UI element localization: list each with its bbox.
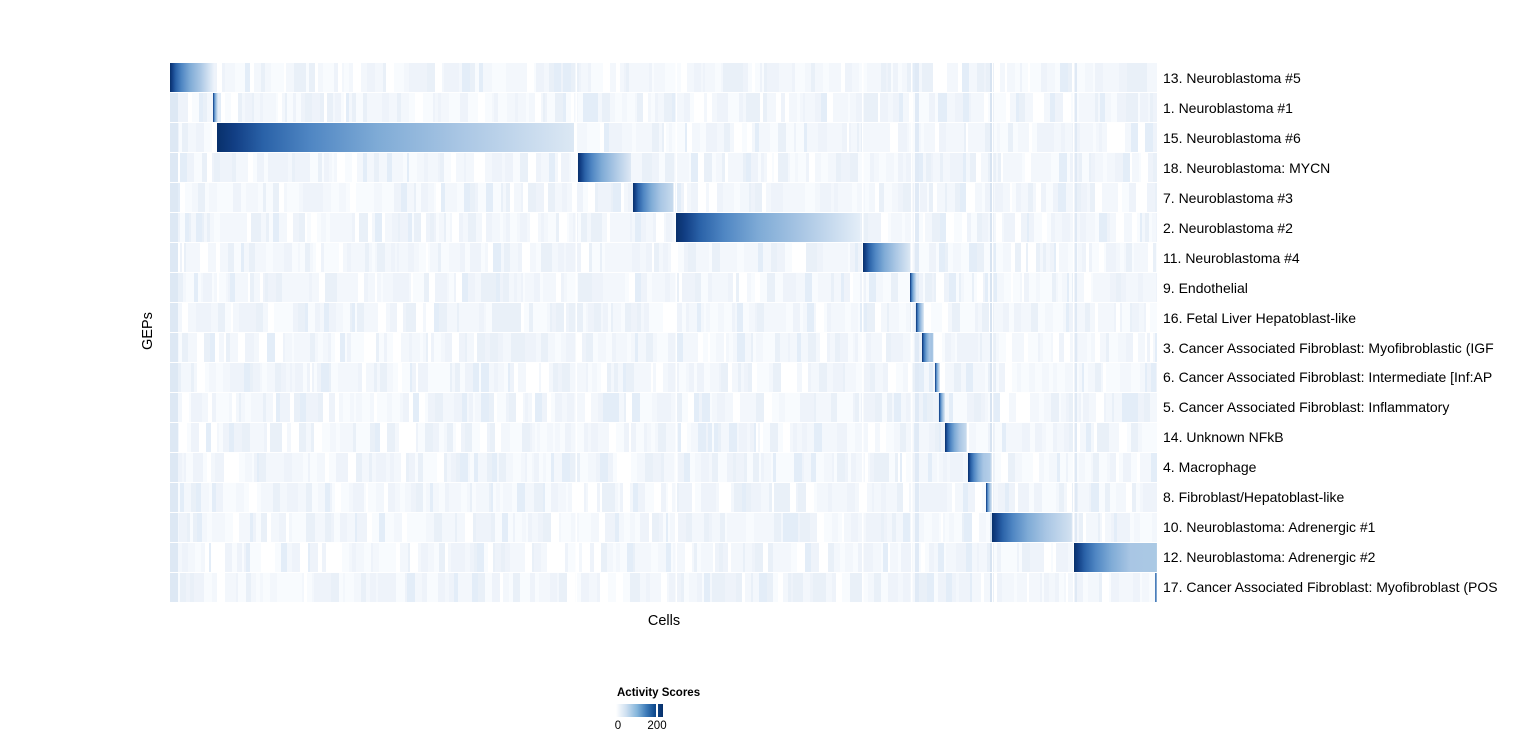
heatmap-row xyxy=(170,213,1157,243)
row-label: 18. Neuroblastoma: MYCN xyxy=(1163,159,1331,176)
row-label: 2. Neuroblastoma #2 xyxy=(1163,219,1293,236)
row-label: 15. Neuroblastoma #6 xyxy=(1163,129,1301,146)
row-label: 6. Cancer Associated Fibroblast: Interme… xyxy=(1163,369,1493,386)
heatmap-row xyxy=(170,303,1157,333)
colorbar-legend: Activity Scores 0 200 xyxy=(614,687,756,734)
heatmap-row xyxy=(170,543,1157,573)
row-label: 13. Neuroblastoma #5 xyxy=(1163,70,1301,86)
row-label: 7. Neuroblastoma #3 xyxy=(1163,189,1293,206)
heatmap-row xyxy=(170,393,1157,423)
row-label: 8. Fibroblast/Hepatoblast-like xyxy=(1163,489,1345,506)
heatmap-row xyxy=(170,333,1157,363)
row-label: 16. Fetal Liver Hepatoblast-like xyxy=(1163,309,1356,326)
row-label: 4. Macrophage xyxy=(1163,459,1257,476)
heatmap-row xyxy=(170,153,1157,183)
heatmap-row xyxy=(170,483,1157,513)
heatmap-row xyxy=(170,573,1157,602)
row-label: 17. Cancer Associated Fibroblast: Myofib… xyxy=(1163,579,1498,595)
heatmap-row xyxy=(170,63,1157,93)
heatmap-row xyxy=(170,123,1157,153)
heatmap-row xyxy=(170,453,1157,483)
heatmap-row xyxy=(170,183,1157,213)
row-label: 3. Cancer Associated Fibroblast: Myofibr… xyxy=(1163,339,1494,356)
row-label: 12. Neuroblastoma: Adrenergic #2 xyxy=(1163,549,1376,566)
y-axis-label: GEPs xyxy=(140,312,156,350)
colorbar-tick-min: 0 xyxy=(614,720,622,732)
heatmap xyxy=(170,63,1157,602)
heatmap-row xyxy=(170,243,1157,273)
heatmap-row xyxy=(170,93,1157,123)
row-label: 5. Cancer Associated Fibroblast: Inflamm… xyxy=(1163,399,1450,416)
colorbar-tick-labels: 0 200 xyxy=(614,720,756,734)
row-label: 11. Neuroblastoma #4 xyxy=(1163,249,1300,266)
legend-title: Activity Scores xyxy=(617,687,701,699)
heatmap-row xyxy=(170,273,1157,303)
heatmap-row xyxy=(170,363,1157,393)
heatmap-row xyxy=(170,513,1157,543)
row-label: 14. Unknown NFkB xyxy=(1163,429,1284,446)
x-axis-label: Cells xyxy=(647,613,681,629)
heatmap-row xyxy=(170,423,1157,453)
colorbar-gradient xyxy=(616,704,663,717)
row-label: 10. Neuroblastoma: Adrenergic #1 xyxy=(1163,519,1376,536)
colorbar-tick-200: 200 xyxy=(647,720,667,732)
row-label: 9. Endothelial xyxy=(1163,279,1248,296)
row-label: 1. Neuroblastoma #1 xyxy=(1163,99,1293,116)
colorbar-tick-mark xyxy=(656,704,658,717)
